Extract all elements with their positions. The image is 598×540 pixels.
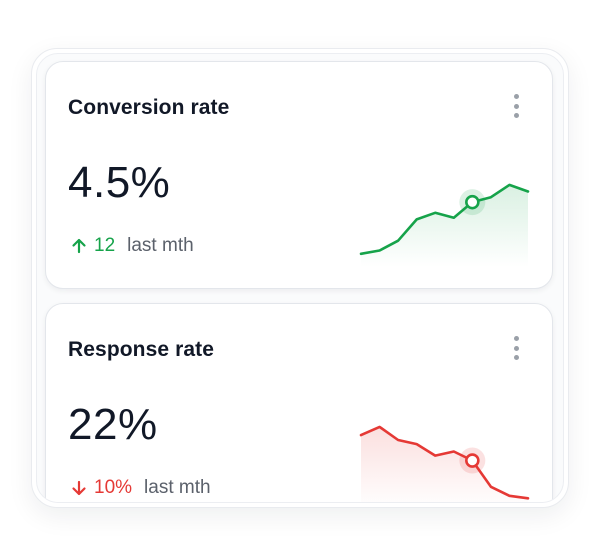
menu-dot bbox=[513, 355, 519, 360]
metric-value: 22% bbox=[68, 400, 158, 449]
trend-indicator: 12 last mth bbox=[70, 235, 194, 257]
trend-delta: 10% bbox=[94, 477, 133, 498]
menu-dot bbox=[513, 345, 519, 351]
more-vertical-icon[interactable] bbox=[510, 336, 522, 360]
metrics-panel: Conversion rate 4.5% 12 last mth Respons… bbox=[31, 48, 569, 508]
trend-period: last mth bbox=[144, 477, 211, 498]
trend-period: last mth bbox=[127, 235, 194, 256]
sparkline-area bbox=[361, 426, 528, 502]
menu-dot bbox=[513, 94, 519, 99]
arrow-up-icon bbox=[72, 238, 86, 254]
sparkline-chart bbox=[359, 183, 530, 267]
card-title: Conversion rate bbox=[68, 96, 230, 119]
metric-card-conversion-rate: Conversion rate 4.5% 12 last mth bbox=[45, 61, 553, 289]
sparkline-line bbox=[359, 183, 530, 256]
sparkline-area bbox=[361, 184, 528, 267]
more-vertical-icon[interactable] bbox=[510, 94, 522, 118]
sparkline-line bbox=[359, 425, 530, 500]
arrow-down-icon bbox=[72, 480, 86, 496]
menu-dot bbox=[513, 103, 519, 109]
trend-indicator: 10% last mth bbox=[70, 477, 211, 499]
metric-value: 4.5% bbox=[68, 158, 171, 207]
sparkline-chart bbox=[359, 425, 530, 502]
metrics-scroll-area[interactable]: Conversion rate 4.5% 12 last mth Respons… bbox=[36, 53, 564, 503]
menu-dot bbox=[513, 113, 519, 118]
menu-dot bbox=[513, 336, 519, 341]
metric-card-response-rate: Response rate 22% 10% last mth bbox=[45, 303, 553, 502]
sparkline-highlight-point[interactable] bbox=[465, 453, 480, 468]
card-title: Response rate bbox=[68, 338, 215, 361]
sparkline-highlight-point[interactable] bbox=[465, 194, 480, 210]
trend-delta: 12 bbox=[94, 235, 116, 256]
